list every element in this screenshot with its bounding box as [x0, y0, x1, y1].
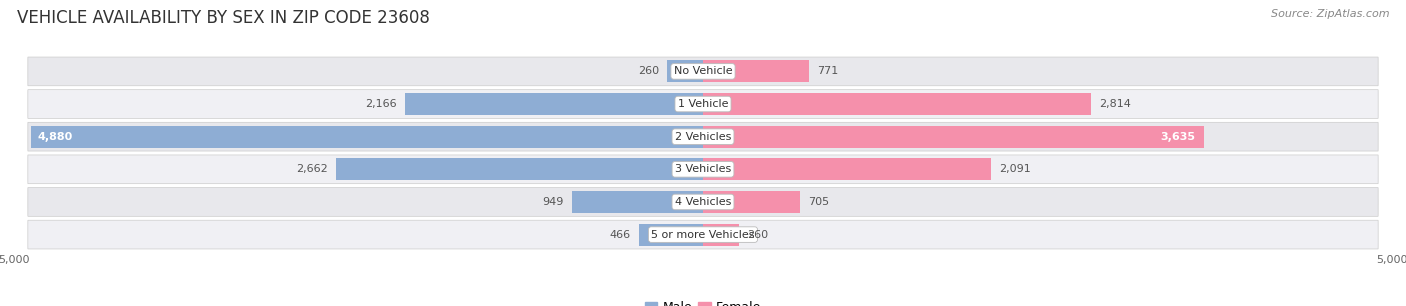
Text: 3 Vehicles: 3 Vehicles: [675, 164, 731, 174]
Text: VEHICLE AVAILABILITY BY SEX IN ZIP CODE 23608: VEHICLE AVAILABILITY BY SEX IN ZIP CODE …: [17, 9, 430, 27]
Text: 1 Vehicle: 1 Vehicle: [678, 99, 728, 109]
Bar: [668, 60, 703, 83]
Text: 3,635: 3,635: [1160, 132, 1195, 142]
FancyBboxPatch shape: [28, 122, 1378, 151]
Text: No Vehicle: No Vehicle: [673, 66, 733, 76]
Bar: [703, 60, 810, 83]
FancyBboxPatch shape: [28, 155, 1378, 184]
FancyBboxPatch shape: [28, 57, 1378, 86]
Text: 260: 260: [638, 66, 659, 76]
Text: 2,662: 2,662: [297, 164, 328, 174]
Legend: Male, Female: Male, Female: [640, 296, 766, 306]
Bar: [703, 191, 800, 213]
Text: 4,880: 4,880: [38, 132, 73, 142]
Bar: [572, 191, 703, 213]
Bar: [703, 125, 1204, 148]
Text: 4 Vehicles: 4 Vehicles: [675, 197, 731, 207]
Bar: [336, 158, 703, 181]
Text: 2,166: 2,166: [364, 99, 396, 109]
FancyBboxPatch shape: [28, 188, 1378, 216]
Text: 466: 466: [609, 230, 630, 240]
Bar: [405, 93, 703, 115]
Text: 2 Vehicles: 2 Vehicles: [675, 132, 731, 142]
FancyBboxPatch shape: [28, 220, 1378, 249]
Text: 2,091: 2,091: [1000, 164, 1031, 174]
Bar: [703, 93, 1091, 115]
Text: 260: 260: [747, 230, 768, 240]
Text: 5 or more Vehicles: 5 or more Vehicles: [651, 230, 755, 240]
Text: 771: 771: [817, 66, 839, 76]
Bar: [703, 158, 991, 181]
Bar: [703, 223, 738, 246]
Text: 949: 949: [543, 197, 564, 207]
FancyBboxPatch shape: [28, 90, 1378, 118]
Text: 2,814: 2,814: [1099, 99, 1130, 109]
Text: Source: ZipAtlas.com: Source: ZipAtlas.com: [1271, 9, 1389, 19]
Text: 705: 705: [808, 197, 830, 207]
Bar: [31, 125, 703, 148]
Bar: [638, 223, 703, 246]
